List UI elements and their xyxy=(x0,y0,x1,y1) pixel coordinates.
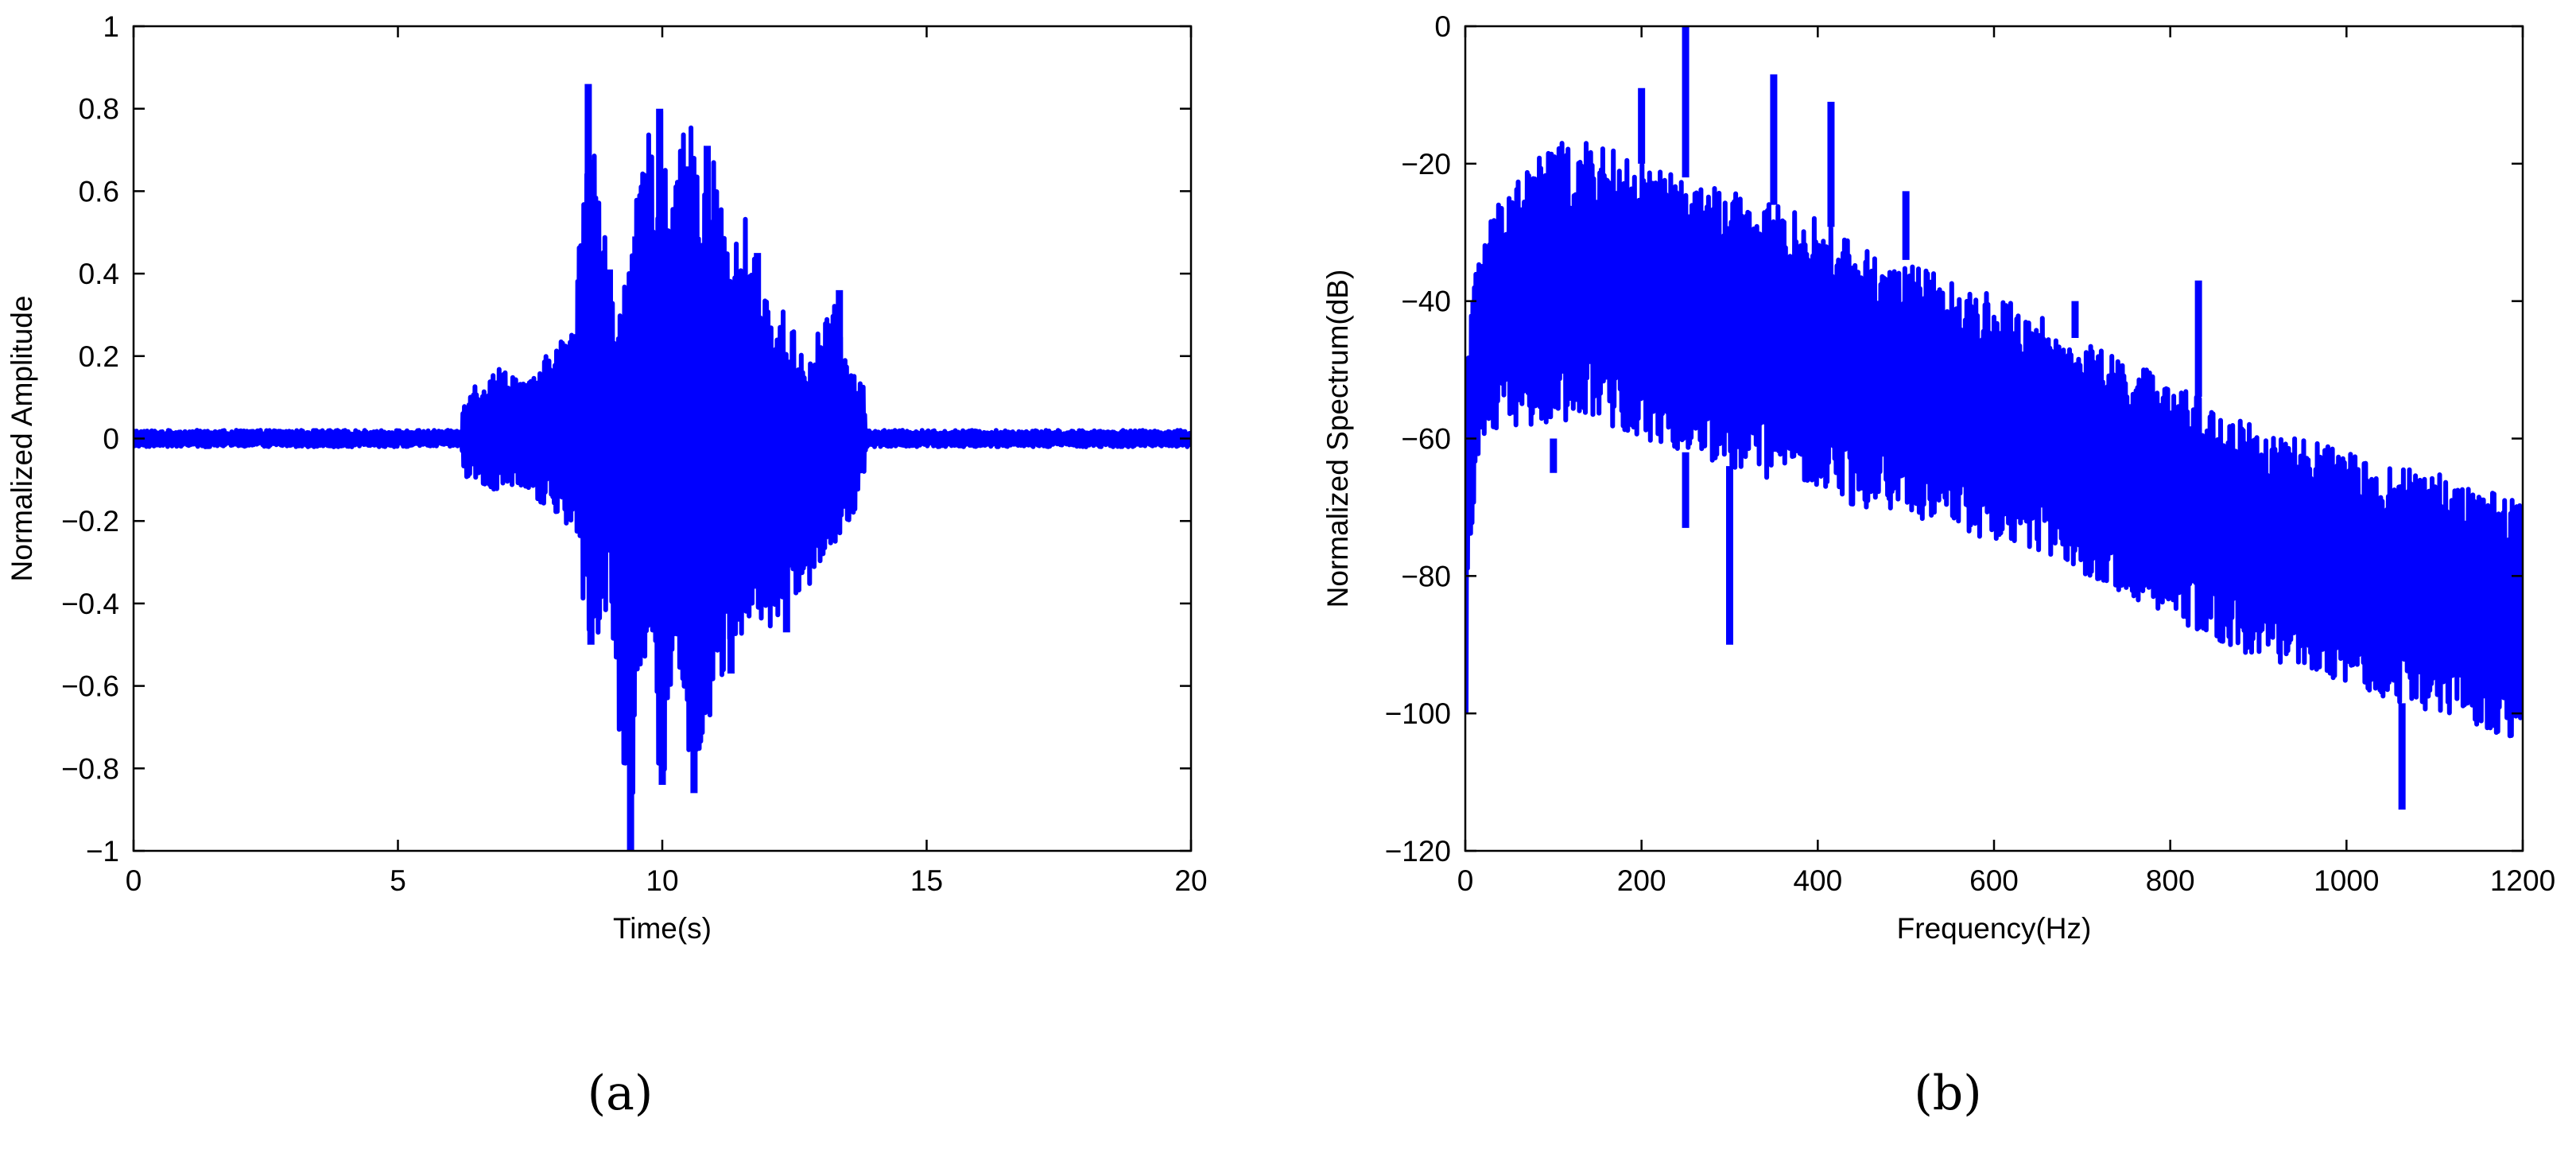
panel-b-y-tick-label: 0 xyxy=(1434,10,1451,43)
panel-a-y-tick-label: 0.2 xyxy=(79,340,119,373)
panel-a-y-tick-label: −0.8 xyxy=(61,752,119,785)
panel-b-x-tick-label: 1200 xyxy=(2490,864,2555,897)
panel-a-x-tick-label: 0 xyxy=(126,864,142,897)
panel-a-y-tick-label: −0.2 xyxy=(61,505,119,538)
panel-b-y-tick-label: −100 xyxy=(1385,697,1451,730)
panel-a-x-tick-label: 20 xyxy=(1174,864,1207,897)
panel-b-data xyxy=(1465,26,2523,810)
panel-b-caption: (b) xyxy=(1914,1066,1981,1121)
panel-a-y-tick-label: −1 xyxy=(86,835,119,868)
panel-a-ticks: 0 5 10 15 20 1 0.8 0.6 0.4 0.2 0 −0.2 −0.4 −0.6 −0.8 −1 xyxy=(61,10,1208,897)
panel-b-x-axis-label: Frequency(Hz) xyxy=(1897,912,2092,945)
panel-a-x-tick-label: 15 xyxy=(910,864,943,897)
panel-b-y-tick-label: −20 xyxy=(1401,148,1451,181)
panel-a-y-tick-label: 0.8 xyxy=(79,93,119,126)
panel-b-x-tick-label: 200 xyxy=(1617,864,1666,897)
panel-a-y-axis-label: Normalized Amplitude xyxy=(6,296,38,582)
panel-b-x-tick-label: 800 xyxy=(2146,864,2195,897)
panel-a-y-tick-label: −0.4 xyxy=(61,588,119,620)
panel-a-y-tick-label: 0.4 xyxy=(79,258,119,290)
panel-b-y-tick-label: −120 xyxy=(1385,835,1451,868)
panel-b-y-axis-label: Normalized Spectrum(dB) xyxy=(1321,270,1354,608)
panel-b-x-tick-label: 400 xyxy=(1793,864,1842,897)
panel-a-y-tick-label: 0 xyxy=(103,423,119,456)
panel-a-x-tick-label: 10 xyxy=(646,864,678,897)
panel-a-caption: (a) xyxy=(588,1066,654,1121)
panel-a-x-axis-label: Time(s) xyxy=(613,912,712,945)
panel-b-x-tick-label: 600 xyxy=(1969,864,2019,897)
panel-a-chart: 0 5 10 15 20 1 0.8 0.6 0.4 0.2 0 −0.2 −0.4 −0.6 −0.8 −1… xyxy=(6,10,1208,945)
panel-b-y-tick-label: −60 xyxy=(1401,423,1451,456)
panel-a-y-tick-label: 0.6 xyxy=(79,175,119,208)
panel-b-x-tick-label: 0 xyxy=(1457,864,1474,897)
panel-b-y-tick-label: −80 xyxy=(1401,560,1451,592)
panel-b-ticks: 0 200 400 600 800 1000 1200 0 −20 −40 −60 −80 −100 −1… xyxy=(1385,10,2556,897)
panel-a-y-tick-label: −0.6 xyxy=(61,670,119,703)
panel-a-data xyxy=(134,83,1191,851)
panel-b-x-tick-label: 1000 xyxy=(2314,864,2379,897)
panel-a-y-tick-label: 1 xyxy=(103,10,119,43)
panel-a-x-tick-label: 5 xyxy=(390,864,406,897)
panel-b-chart: 0 200 400 600 800 1000 1200 0 −20 −40 −60 −80 −100 −1… xyxy=(1321,10,2555,945)
panel-b-signal-trace xyxy=(1465,141,2523,739)
panel-b-y-tick-label: −40 xyxy=(1401,285,1451,318)
